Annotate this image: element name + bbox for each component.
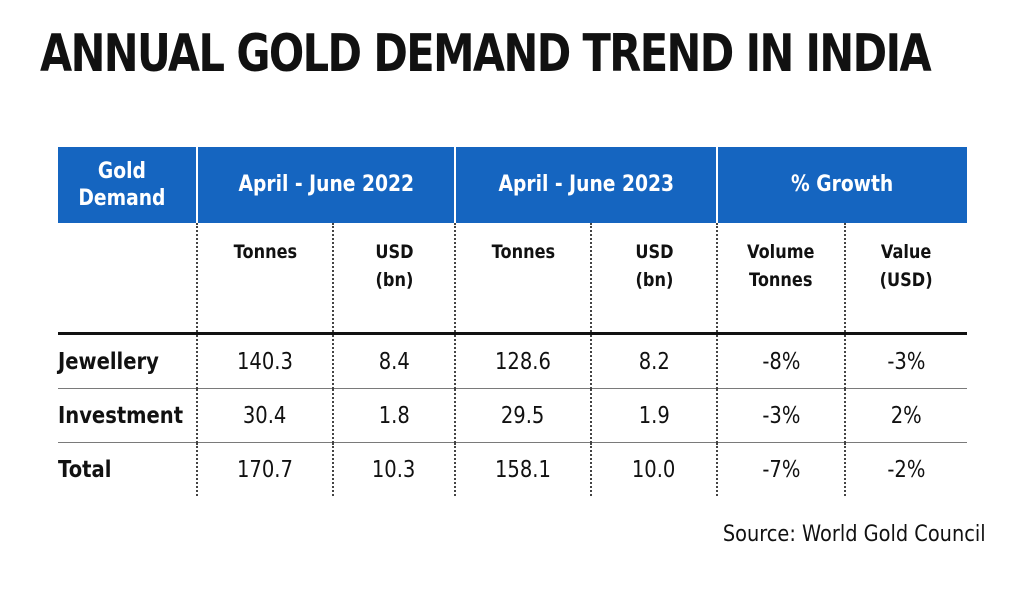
subheader-label: Value (USD): [880, 241, 934, 291]
subheader-tonnes-2022: Tonnes: [196, 223, 333, 335]
table-cell: 30.4: [196, 388, 333, 443]
header-group-growth-label: % Growth: [791, 172, 894, 198]
header-group-2023: April - June 2023: [454, 147, 718, 223]
subheader-label: USD (bn): [634, 241, 674, 291]
cell-value: -7%: [761, 456, 801, 483]
cell-value: 8.4: [378, 348, 410, 375]
header-group-2022: April - June 2022: [195, 147, 456, 223]
table-cell: -3%: [716, 388, 846, 443]
cell-value: 128.6: [495, 348, 551, 375]
row-label-text: Investment: [58, 402, 184, 429]
subheader-value-growth: Value (USD): [844, 223, 968, 335]
header-group-growth: % Growth: [716, 147, 968, 223]
cell-value: -3%: [887, 348, 926, 375]
row-label: Jewellery: [58, 333, 197, 389]
cell-value: -2%: [887, 456, 926, 483]
cell-value: 8.2: [638, 348, 670, 375]
table-cell: 29.5: [454, 388, 592, 443]
table-cell: 8.4: [331, 333, 456, 389]
row-label-text: Jewellery: [58, 348, 159, 375]
subheader-empty: [58, 223, 197, 335]
cell-value: 140.3: [237, 348, 293, 375]
table-cell: 8.2: [590, 333, 718, 389]
subheader-usd-2023: USD (bn): [590, 223, 718, 335]
table-cell: -8%: [716, 333, 846, 389]
cell-value: 1.8: [378, 402, 410, 429]
subheader-volume-growth: Volume Tonnes: [716, 223, 846, 335]
subheader-label: Volume Tonnes: [747, 241, 815, 291]
table-cell: 170.7: [196, 442, 333, 496]
source-note: Source: World Gold Council: [723, 522, 986, 547]
cell-value: 1.9: [638, 402, 670, 429]
table-cell: 140.3: [196, 333, 333, 389]
subheader-label: USD (bn): [374, 241, 414, 291]
subheader-row: Tonnes USD (bn) Tonnes USD (bn) Volume T…: [58, 223, 968, 335]
table-cell: -3%: [844, 333, 968, 389]
table-cell: -2%: [844, 442, 968, 496]
subheader-label: Tonnes: [491, 241, 555, 263]
subheader-tonnes-2023: Tonnes: [454, 223, 592, 335]
cell-value: 30.4: [243, 402, 287, 429]
table-row-total: Total 170.7 10.3 158.1 10.0 -7% -2%: [58, 442, 968, 497]
subheader-usd-2022: USD (bn): [331, 223, 456, 335]
table-cell: 128.6: [454, 333, 592, 389]
header-row: Gold Demand April - June 2022 April - Ju…: [58, 147, 968, 223]
gold-demand-table-wrapper: Gold Demand April - June 2022 April - Ju…: [58, 147, 968, 497]
cell-value: 10.0: [632, 456, 676, 483]
header-group-2023-label: April - June 2023: [498, 172, 674, 198]
cell-value: 2%: [891, 402, 923, 429]
table-cell: 1.9: [590, 388, 718, 443]
cell-value: 29.5: [501, 402, 545, 429]
header-group-2022-label: April - June 2022: [238, 172, 414, 198]
table-cell: 10.3: [331, 442, 456, 496]
row-label: Total: [58, 443, 197, 497]
table-cell: -7%: [716, 442, 846, 496]
table-cell: 2%: [844, 388, 968, 443]
cell-value: -3%: [761, 402, 801, 429]
cell-value: 158.1: [495, 456, 551, 483]
header-gold-demand-label: Gold Demand: [78, 158, 166, 212]
cell-value: -8%: [761, 348, 801, 375]
cell-value: 10.3: [372, 456, 416, 483]
table-cell: 10.0: [590, 442, 718, 496]
table-row-investment: Investment 30.4 1.8 29.5 1.9 -3% 2%: [58, 388, 968, 443]
table-cell: 158.1: [454, 442, 592, 496]
header-gold-demand: Gold Demand: [58, 147, 197, 223]
row-label-text: Total: [58, 456, 112, 483]
cell-value: 170.7: [237, 456, 293, 483]
row-label: Investment: [58, 388, 197, 443]
table-cell: 1.8: [331, 388, 456, 443]
table-row-jewellery: Jewellery 140.3 8.4 128.6 8.2 -8% -3%: [58, 333, 968, 389]
subheader-label: Tonnes: [233, 241, 297, 263]
gold-demand-table: Gold Demand April - June 2022 April - Ju…: [58, 147, 968, 497]
chart-title: ANNUAL GOLD DEMAND TREND IN INDIA: [40, 24, 932, 84]
